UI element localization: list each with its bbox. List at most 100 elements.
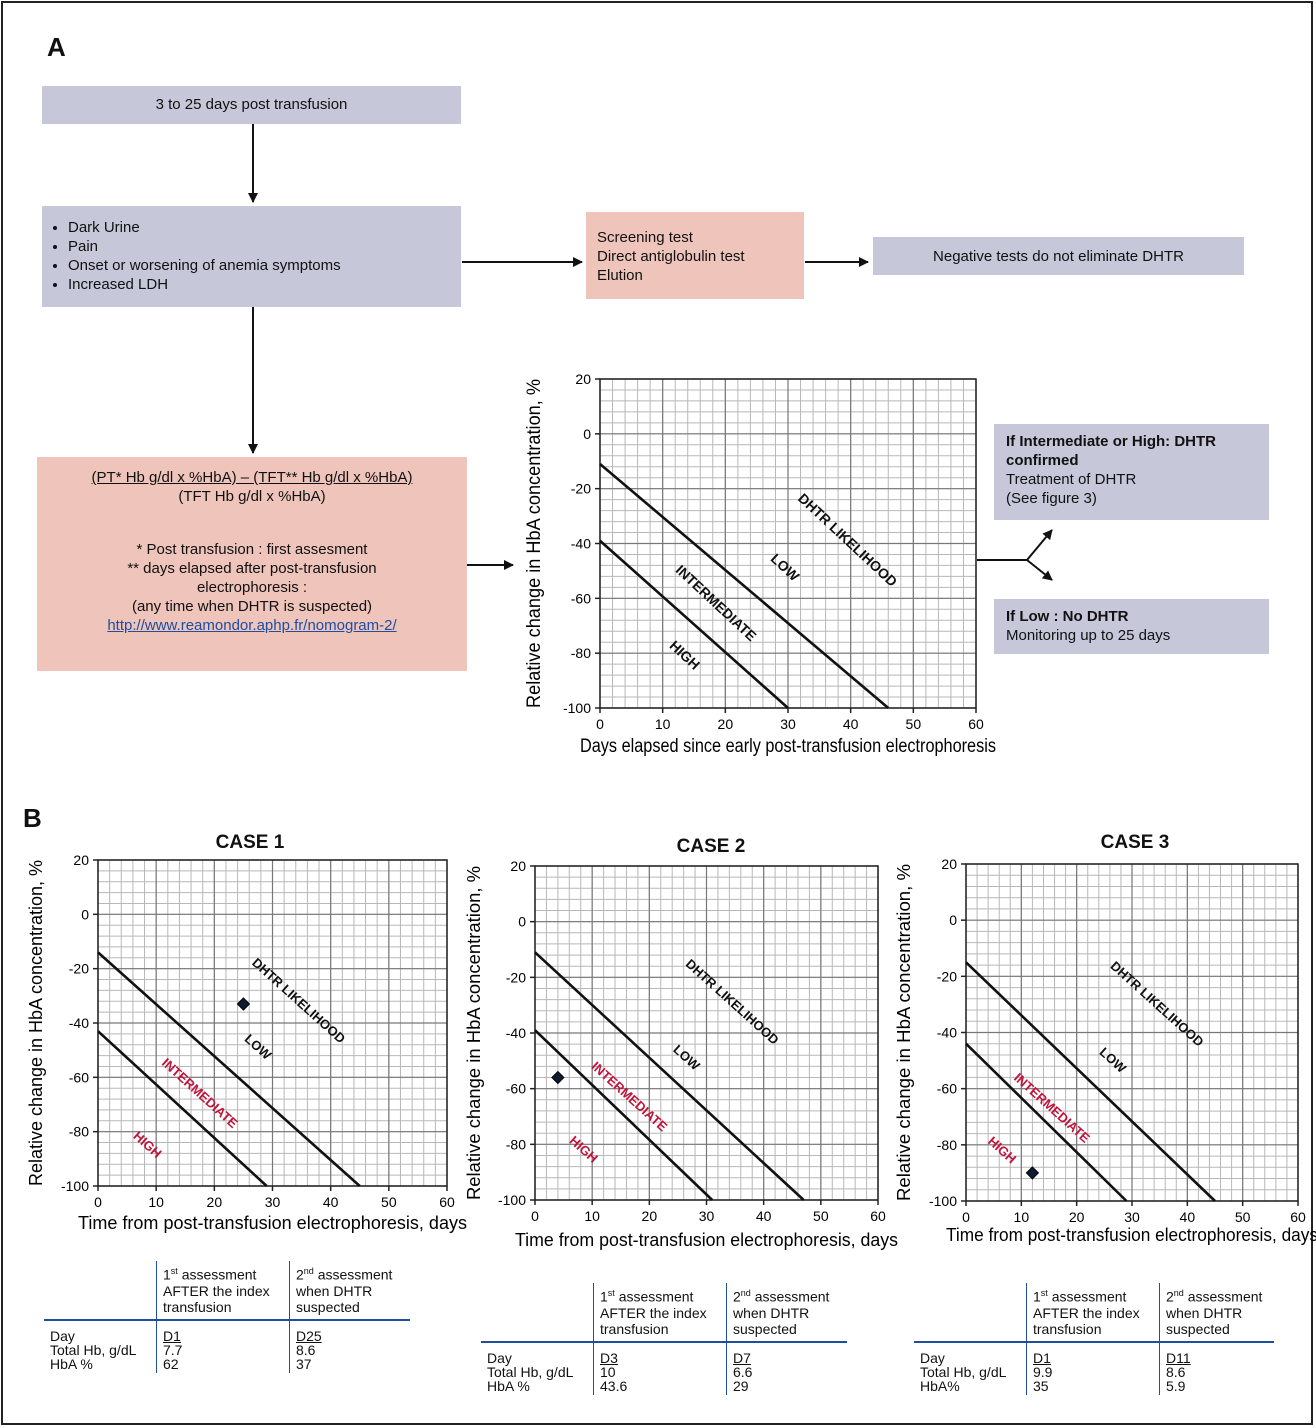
x-tick-label: 40 <box>1180 1209 1196 1225</box>
negative-tests-box: Negative tests do not eliminate DHTR <box>873 237 1244 275</box>
x-tick-label: 50 <box>906 716 922 732</box>
col-second-assessment: 2nd assessment when DHTR suspected <box>1159 1283 1274 1343</box>
x-tick-label: 30 <box>1124 1209 1140 1225</box>
high-outcome-box: If Intermediate or High: DHTR confirmed … <box>994 424 1269 520</box>
panel-a-label: A <box>47 32 66 62</box>
patient-point <box>551 1070 565 1085</box>
ordinal-suffix: nd <box>740 1288 751 1298</box>
cell-value: D1 <box>163 1327 181 1344</box>
tests-box: Screening test Direct antiglobulin test … <box>586 212 804 299</box>
ordinal: 1 <box>600 1288 608 1305</box>
y-tick-label: -40 <box>571 536 591 552</box>
formula-box: (PT* Hb g/dl x %HbA) – (TFT** Hb g/dl x … <box>37 457 467 671</box>
boundary-line <box>97 951 361 1187</box>
high-outcome-line: (See figure 3) <box>1006 490 1097 507</box>
case-2-title: CASE 2 <box>676 836 746 857</box>
header-text: transfusion <box>600 1320 669 1337</box>
case-3-title: CASE 3 <box>1100 832 1170 853</box>
header-text: suspected <box>1166 1320 1230 1337</box>
ordinal: 2 <box>296 1266 304 1283</box>
case-3-table: 1st assessment AFTER the index transfusion… <box>914 1283 1274 1395</box>
x-tick-label: 0 <box>596 716 604 732</box>
cell-value: 10 <box>600 1363 616 1380</box>
header-text: AFTER the index <box>163 1282 270 1299</box>
x-tick-label: 50 <box>1235 1209 1251 1225</box>
x-axis-label: Time from post-transfusion electrophores… <box>78 1213 467 1233</box>
low-outcome-box: If Low : No DHTR Monitoring up to 25 day… <box>994 599 1269 654</box>
nomogram-link[interactable]: http://www.reamondor.aphp.fr/nomogram-2/ <box>107 617 397 634</box>
row-label: Total Hb, g/dL <box>487 1363 574 1380</box>
arrow-to-high-outcome <box>1026 529 1053 561</box>
x-tick-label: 40 <box>756 1208 772 1224</box>
cell-value: 8.6 <box>1166 1363 1186 1380</box>
y-tick-label: -60 <box>506 1081 526 1097</box>
x-tick-label: 20 <box>718 716 734 732</box>
ordinal-suffix: nd <box>1173 1288 1184 1298</box>
ordinal: 1 <box>163 1266 171 1283</box>
test-item: Elution <box>597 267 643 284</box>
x-tick-label: 20 <box>207 1194 223 1210</box>
boundary-line <box>97 1030 268 1187</box>
table-row: Day Total Hb, g/dL HbA% D1 9.9 35 D11 8.6 5.9 <box>914 1341 1274 1395</box>
ordinal: 1 <box>1033 1288 1041 1305</box>
row-label: Day <box>920 1349 945 1366</box>
row-label: Day <box>50 1327 75 1344</box>
y-tick-label: -40 <box>69 1015 89 1031</box>
header-text: AFTER the index <box>600 1304 707 1321</box>
col-first-assessment: 1st assessment AFTER the index transfusion <box>1026 1283 1160 1343</box>
y-tick-label: -60 <box>571 590 591 606</box>
symptom-item: Increased LDH <box>68 275 461 294</box>
x-tick-label: 20 <box>642 1208 658 1224</box>
y-tick-label: 20 <box>941 856 957 872</box>
low-outcome-title: If Low : No DHTR <box>1006 608 1129 625</box>
y-tick-label: -40 <box>937 1025 957 1041</box>
boundary-line <box>534 951 805 1201</box>
header-text: transfusion <box>163 1298 232 1315</box>
y-tick-label: -80 <box>937 1137 957 1153</box>
test-item: Direct antiglobulin test <box>597 248 745 265</box>
ordinal-suffix: nd <box>303 1266 314 1276</box>
cell-value: 7.7 <box>163 1341 183 1358</box>
y-axis-label: Relative change in HbA concentration, % <box>26 860 46 1186</box>
ordinal-suffix: st <box>607 1288 615 1298</box>
formula-note-2: ** days elapsed after post-transfusion e… <box>127 560 377 596</box>
x-tick-label: 30 <box>265 1194 281 1210</box>
y-tick-label: -20 <box>571 481 591 497</box>
x-tick-label: 30 <box>780 716 796 732</box>
x-axis-label: Days elapsed since early post-transfusio… <box>580 736 996 757</box>
y-tick-label: 0 <box>949 912 957 928</box>
y-tick-label: 0 <box>81 906 89 922</box>
y-tick-label: 20 <box>510 858 526 874</box>
cell-value: D25 <box>296 1327 322 1344</box>
symptom-item: Pain <box>68 237 461 256</box>
boundary-line <box>534 1029 714 1201</box>
cell-value: 62 <box>163 1355 179 1372</box>
row-label: HbA% <box>920 1377 960 1394</box>
cell-value: D7 <box>733 1349 751 1366</box>
x-tick-label: 40 <box>323 1194 339 1210</box>
col-second-assessment: 2nd assessment when DHTR suspected <box>289 1261 410 1321</box>
x-tick-label: 20 <box>1069 1209 1085 1225</box>
timing-box: 3 to 25 days post transfusion <box>42 86 461 124</box>
cell-value: 5.9 <box>1166 1377 1186 1394</box>
y-tick-label: -100 <box>61 1178 89 1194</box>
y-tick-label: -80 <box>506 1136 526 1152</box>
x-axis-label: Time from post-transfusion electrophores… <box>515 1230 898 1250</box>
x-tick-label: 40 <box>843 716 859 732</box>
header-text: assessment <box>754 1288 830 1305</box>
x-tick-label: 60 <box>439 1194 455 1210</box>
row-label: HbA % <box>487 1377 530 1394</box>
row-label: Total Hb, g/dL <box>50 1341 137 1358</box>
x-tick-label: 0 <box>94 1194 102 1210</box>
x-tick-label: 10 <box>584 1208 600 1224</box>
row-label: HbA % <box>50 1355 93 1372</box>
y-tick-label: -60 <box>69 1069 89 1085</box>
zone-label: LOW <box>1097 1044 1130 1076</box>
cell-value: 43.6 <box>600 1377 628 1394</box>
